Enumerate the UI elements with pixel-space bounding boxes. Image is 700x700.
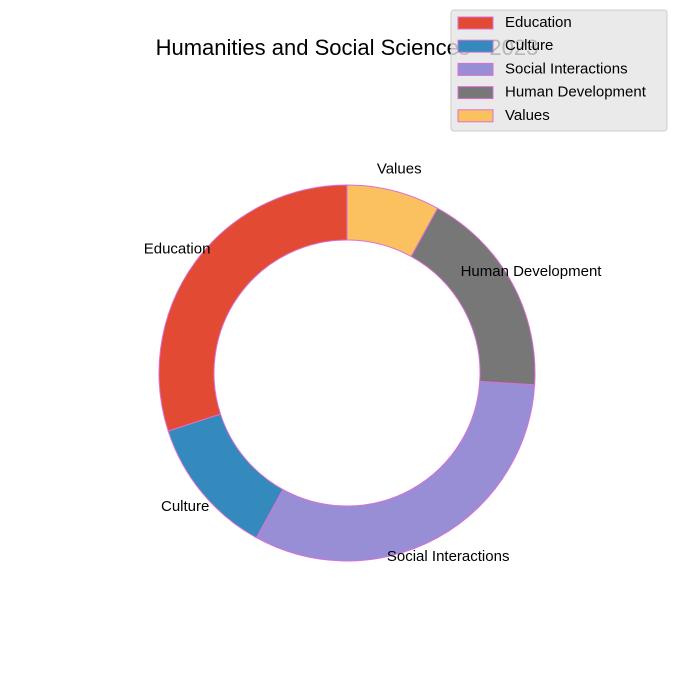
slice-label-values: Values — [377, 161, 422, 178]
legend-swatch-values — [457, 109, 494, 123]
slice-label-education: Education — [144, 241, 211, 258]
legend-label-values: Values — [505, 107, 550, 124]
slice-labels-group: Education Culture Social Interactions Human… — [144, 161, 603, 565]
legend-label-human-development: Human Development — [505, 84, 647, 101]
slice-label-human-development: Human Development — [461, 263, 603, 280]
slice-education — [158, 184, 348, 432]
legend-swatch-culture — [457, 39, 494, 53]
slice-values — [346, 184, 439, 258]
legend-swatch-education — [457, 16, 494, 30]
legend: Education Culture Social Interactions Human… — [450, 9, 668, 132]
legend-label-culture: Culture — [505, 37, 553, 54]
legend-swatch-social-interactions — [457, 62, 494, 76]
legend-label-education: Education — [505, 14, 572, 31]
slice-label-social-interactions: Social Interactions — [387, 548, 510, 565]
legend-label-social-interactions: Social Interactions — [505, 60, 628, 77]
slices-group — [158, 184, 536, 562]
slice-human-development — [410, 207, 536, 386]
slice-label-culture: Culture — [161, 498, 209, 515]
legend-swatch-human-development — [457, 86, 494, 100]
slice-culture — [167, 413, 284, 539]
slice-social-interactions — [255, 380, 536, 562]
legend-box — [450, 9, 668, 132]
